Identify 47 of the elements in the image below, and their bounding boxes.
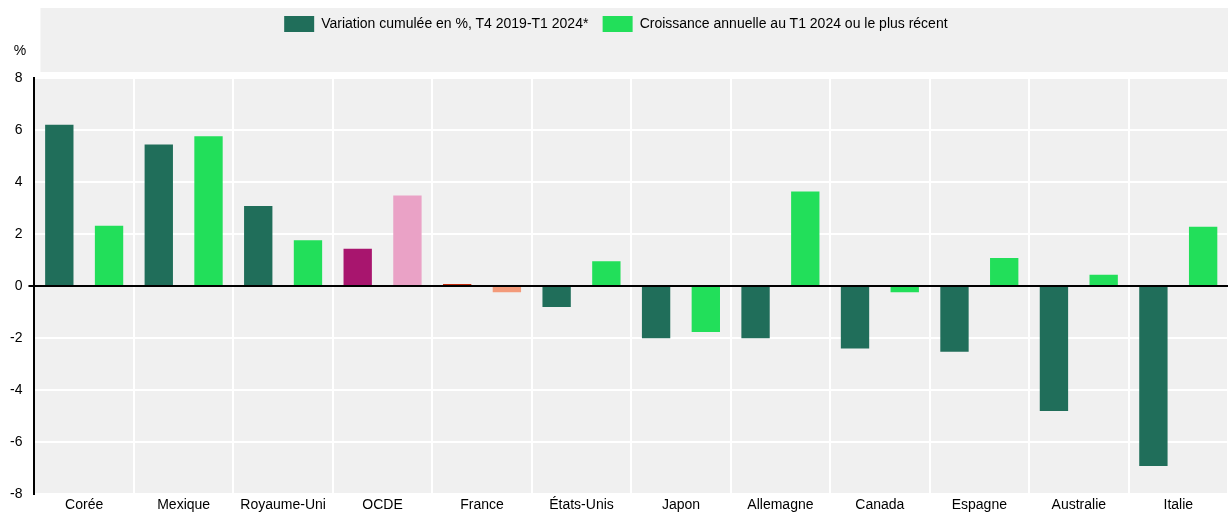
- y-tick-label: 2: [14, 224, 23, 241]
- x-tick-label: Allemagne: [747, 496, 814, 513]
- bar: [542, 287, 571, 307]
- x-tick-label: États-Unis: [549, 496, 614, 513]
- bar: [393, 195, 422, 286]
- bar: [144, 144, 173, 286]
- bar: [1039, 287, 1069, 411]
- bar: [1139, 287, 1168, 467]
- bar: [492, 287, 522, 293]
- bar: [592, 261, 621, 286]
- bar: [293, 240, 323, 286]
- legend-label: Croissance annuelle au T1 2024 ou le plus récent: [639, 14, 948, 31]
- y-tick-label: 8: [14, 68, 23, 85]
- y-tick-label: -6: [10, 433, 23, 450]
- bar: [343, 248, 372, 286]
- bar: [940, 287, 969, 352]
- bar: [890, 287, 919, 293]
- y-tick-label: 6: [14, 120, 23, 137]
- bar: [45, 124, 74, 286]
- bar: [1089, 274, 1118, 286]
- y-tick-label: 0: [14, 276, 23, 293]
- x-tick-label: Corée: [65, 496, 104, 513]
- legend-label: Variation cumulée en %, T4 2019-T1 2024*: [321, 14, 589, 31]
- bar: [244, 205, 273, 286]
- x-tick-label: OCDE: [362, 496, 403, 513]
- y-tick-label: -2: [10, 328, 23, 345]
- bar: [990, 258, 1019, 286]
- bar: [840, 287, 870, 349]
- bar: [1188, 226, 1218, 286]
- bar: [641, 287, 671, 339]
- x-tick-label: Canada: [855, 496, 905, 513]
- bar: [691, 287, 720, 332]
- bar: [94, 225, 124, 286]
- x-tick-label: Royaume-Uni: [240, 496, 326, 513]
- y-tick-label: 4: [14, 172, 23, 189]
- x-tick-label: Espagne: [951, 496, 1008, 513]
- y-axis-title: %: [13, 41, 27, 58]
- bar: [741, 287, 770, 339]
- x-tick-label: Japon: [661, 496, 701, 513]
- x-tick-label: Australie: [1051, 496, 1107, 513]
- y-tick-label: -8: [10, 485, 23, 502]
- y-tick-label: -4: [10, 381, 23, 398]
- x-tick-label: Italie: [1163, 496, 1194, 513]
- x-tick-label: Mexique: [157, 496, 211, 513]
- bar: [791, 191, 820, 286]
- x-tick-label: France: [460, 496, 505, 513]
- bar: [194, 136, 223, 286]
